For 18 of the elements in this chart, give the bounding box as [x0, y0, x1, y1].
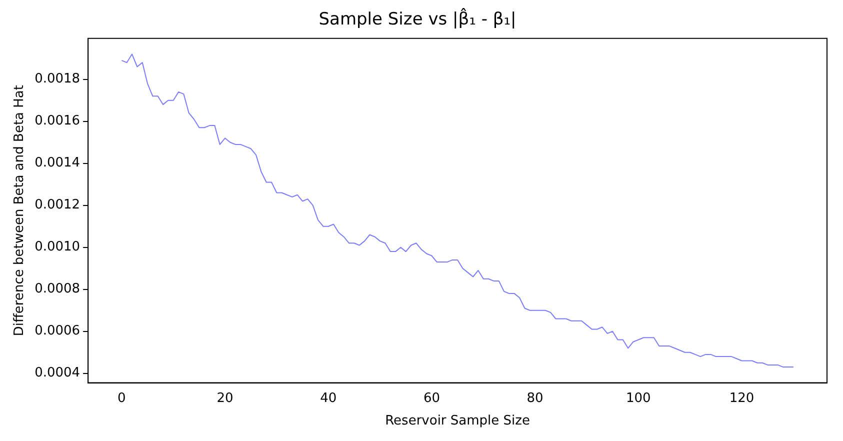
y-tick-label: 0.0010 [34, 240, 80, 255]
x-tick-label: 0 [118, 390, 126, 406]
x-tick-label: 100 [626, 390, 651, 406]
x-axis-title: Reservoir Sample Size [385, 414, 530, 429]
x-tick-label: 20 [216, 390, 234, 406]
y-tick-label: 0.0006 [34, 324, 80, 339]
x-tick-label: 120 [729, 390, 754, 406]
x-tick-label: 40 [320, 390, 337, 406]
y-tick-label: 0.0016 [34, 114, 80, 129]
y-tick-label: 0.0012 [34, 198, 80, 213]
y-axis-title: Difference between Beta and Beta Hat [12, 85, 28, 336]
y-tick-label: 0.0018 [34, 72, 80, 87]
x-tick-label: 60 [423, 390, 440, 406]
y-tick-label: 0.0008 [34, 282, 80, 297]
x-tick-label: 80 [526, 390, 544, 406]
y-tick-label: 0.0014 [34, 156, 80, 171]
chart-title: Sample Size vs |β̂₁ - β₁| [318, 8, 516, 30]
y-tick-label: 0.0004 [34, 366, 80, 381]
